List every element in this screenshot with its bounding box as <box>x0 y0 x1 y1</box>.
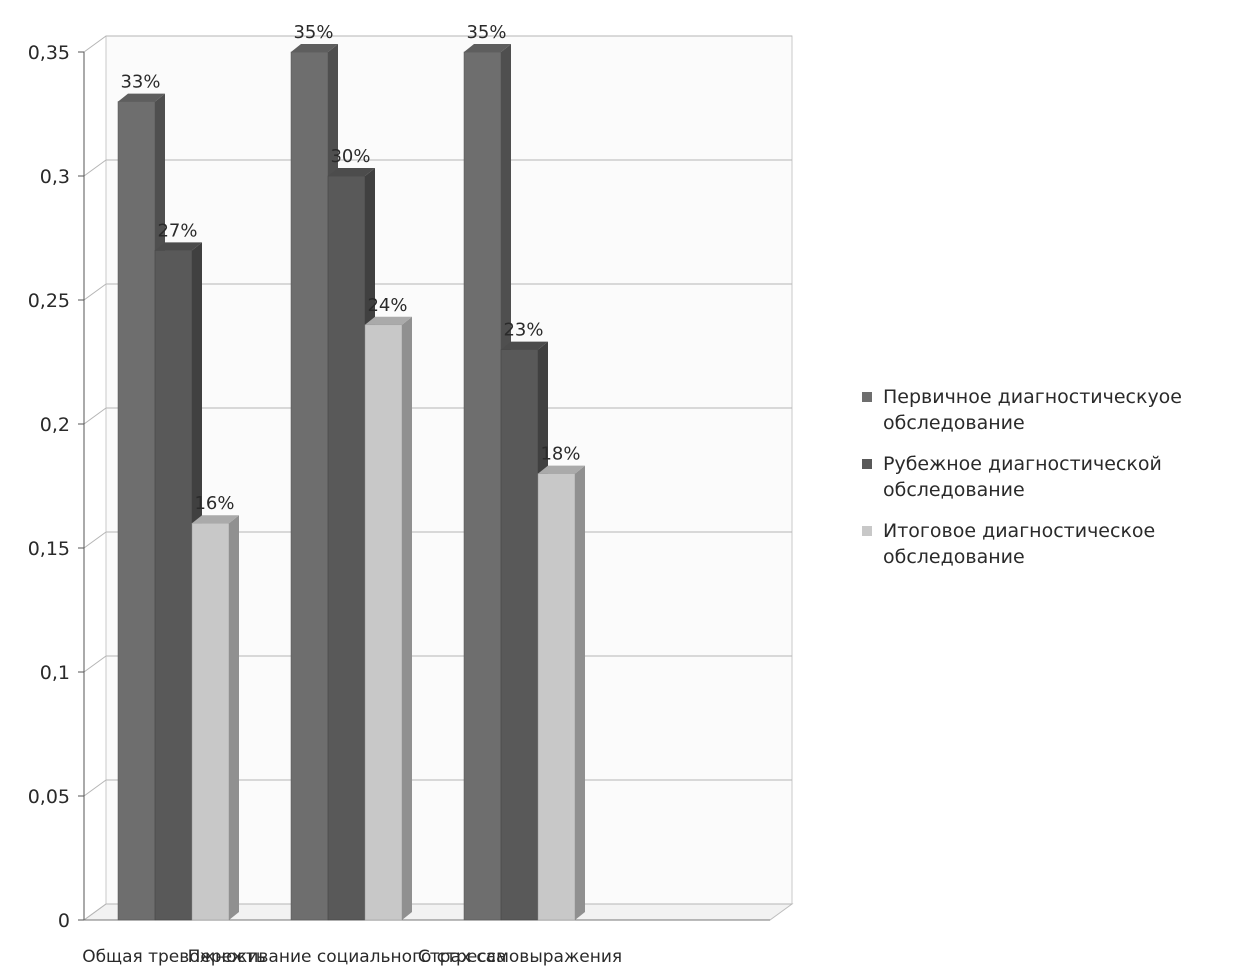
bar-front <box>364 324 403 921</box>
legend-item-midterm: Рубежное диагностической обследование <box>862 451 1227 503</box>
legend-item-final: Итоговое диагностическое обследование <box>862 518 1227 570</box>
bar-top <box>501 341 548 350</box>
category-label: Общая тревожность <box>82 947 266 967</box>
bar <box>364 316 412 921</box>
bar-front <box>463 51 502 921</box>
legend-swatch-midterm <box>862 459 872 469</box>
bar-side <box>229 515 239 920</box>
bar-top <box>155 242 202 251</box>
bars <box>117 44 585 921</box>
gridline-side <box>83 655 107 673</box>
bar-top <box>192 515 239 524</box>
category-label: Переживание социального стресса <box>188 947 507 967</box>
bar-top <box>538 465 585 474</box>
legend-label-final: Итоговое диагностическое обследование <box>883 520 1156 568</box>
legend-item-primary: Первичное диагностическуое обследование <box>862 384 1227 436</box>
bar <box>537 465 585 921</box>
bar-front <box>191 522 230 921</box>
data-labels: 33% 27% 16% 35% 30% 24% 35% 23% 18% <box>120 22 580 514</box>
gridline-side <box>83 531 107 549</box>
legend-label-midterm: Рубежное диагностической обследование <box>883 453 1162 501</box>
gridline-side <box>83 159 107 177</box>
bar-front <box>537 473 576 921</box>
bar-front <box>290 51 329 921</box>
gridline-side <box>83 407 107 425</box>
data-label: 35% <box>293 22 333 43</box>
data-label: 24% <box>367 295 407 316</box>
gridline-side <box>83 35 107 53</box>
legend: Первичное диагностическуое обследование … <box>862 384 1227 585</box>
y-tick-label: 0,25 <box>28 290 70 312</box>
y-tick-label: 0,05 <box>28 786 70 808</box>
data-label: 23% <box>503 320 543 341</box>
data-label: 18% <box>540 444 580 465</box>
bar-top <box>365 316 412 325</box>
data-label: 35% <box>466 22 506 43</box>
legend-label-primary: Первичное диагностическуое обследование <box>883 386 1182 434</box>
y-tick-label: 0,35 <box>28 42 70 64</box>
bar-top <box>328 168 375 176</box>
legend-swatch-primary <box>862 392 872 402</box>
data-label: 30% <box>330 146 370 167</box>
data-label: 16% <box>194 493 234 514</box>
bar-side <box>575 465 585 920</box>
y-tick-label: 0,3 <box>40 166 70 188</box>
y-tick-label: 0,1 <box>40 662 70 684</box>
gridline-side <box>83 903 107 921</box>
bar-top <box>464 44 511 52</box>
y-tick-labels: 0 0,05 0,1 0,15 0,2 0,25 0,3 0,35 <box>28 42 70 932</box>
bar-top <box>118 93 165 102</box>
data-label: 33% <box>120 72 160 93</box>
legend-swatch-final <box>862 526 872 536</box>
bar-front <box>500 349 539 921</box>
category-label: Страх самовыражения <box>418 947 622 967</box>
gridline-side <box>83 779 107 797</box>
bar-front <box>154 250 193 921</box>
bar-side <box>402 316 412 920</box>
bar-front <box>327 175 366 921</box>
bar-front <box>117 101 156 921</box>
data-label: 27% <box>157 220 197 241</box>
y-tick-label: 0 <box>58 910 70 932</box>
y-tick-label: 0,2 <box>40 414 70 436</box>
y-tick-label: 0,15 <box>28 538 70 560</box>
bar-top <box>291 44 338 52</box>
bar <box>191 515 239 921</box>
gridline-side <box>83 283 107 301</box>
